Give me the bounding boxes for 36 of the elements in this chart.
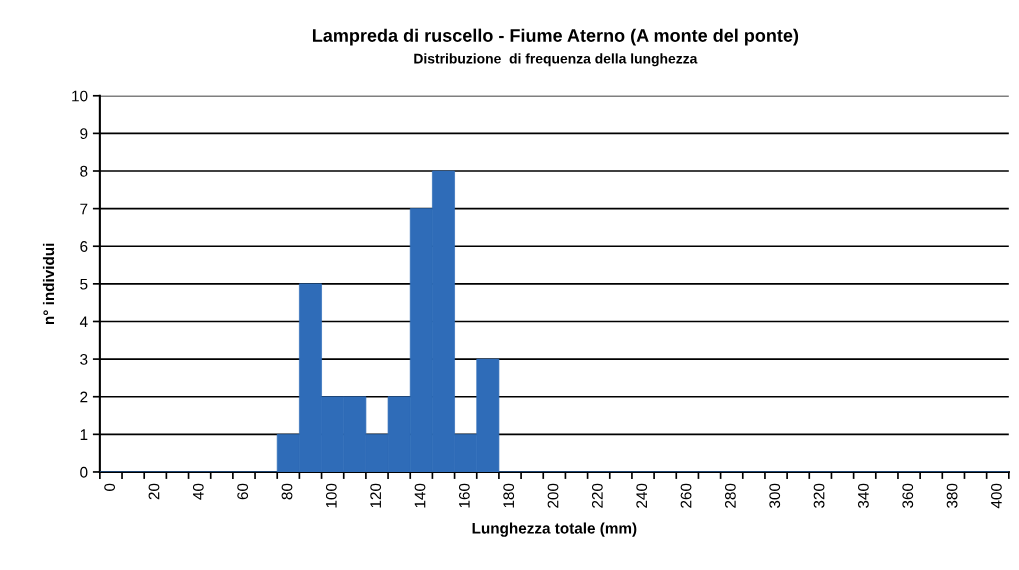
x-tick-label: 220 [591, 483, 603, 508]
x-tick-label: 180 [503, 483, 515, 508]
x-tick-label: 340 [857, 483, 869, 508]
x-tick-label: 200 [547, 483, 559, 508]
y-tick-label: 9 [80, 128, 88, 140]
x-tick-label: 320 [813, 483, 825, 508]
x-tick-label: 400 [991, 483, 1002, 509]
x-tick-label: 300 [769, 483, 781, 508]
y-tick-label: 2 [80, 391, 88, 403]
x-tick-label: 20 [148, 483, 160, 500]
y-tick-label: 0 [80, 466, 88, 478]
x-tick-label: 280 [724, 483, 736, 508]
x-tick-label: 120 [370, 483, 382, 508]
y-tick-label: 3 [80, 353, 88, 365]
x-axis-title: Lunghezza totale (mm) [472, 522, 637, 537]
x-tick-label: 240 [636, 483, 648, 508]
x-tick-label: 140 [414, 483, 426, 508]
chart-title: Lampreda di ruscello - Fiume Aterno (A monte del ponte) [312, 28, 799, 46]
x-tick-label: 60 [237, 483, 249, 500]
x-tick-label: 360 [902, 483, 914, 508]
y-tick-label: 5 [80, 278, 88, 290]
y-tick-label: 4 [79, 316, 88, 328]
x-tick-label: 260 [680, 483, 692, 508]
x-tick-label: 380 [946, 483, 958, 508]
y-tick-label: 1 [80, 429, 88, 440]
x-tick-label: 80 [281, 483, 293, 500]
x-tick-label: 40 [192, 483, 204, 500]
x-tick-label: 160 [458, 483, 470, 508]
y-tick-label: 8 [80, 165, 88, 177]
y-tick-label: 7 [80, 203, 88, 215]
y-tick-label: 6 [80, 241, 88, 252]
y-axis-title: n° individui [42, 243, 55, 325]
y-tick-label: 10 [72, 90, 88, 102]
chart-subtitle: Distribuzione di frequenza della lunghezza [414, 53, 698, 67]
x-tick-label: 100 [325, 483, 337, 508]
x-tick-label: 0 [104, 483, 116, 491]
